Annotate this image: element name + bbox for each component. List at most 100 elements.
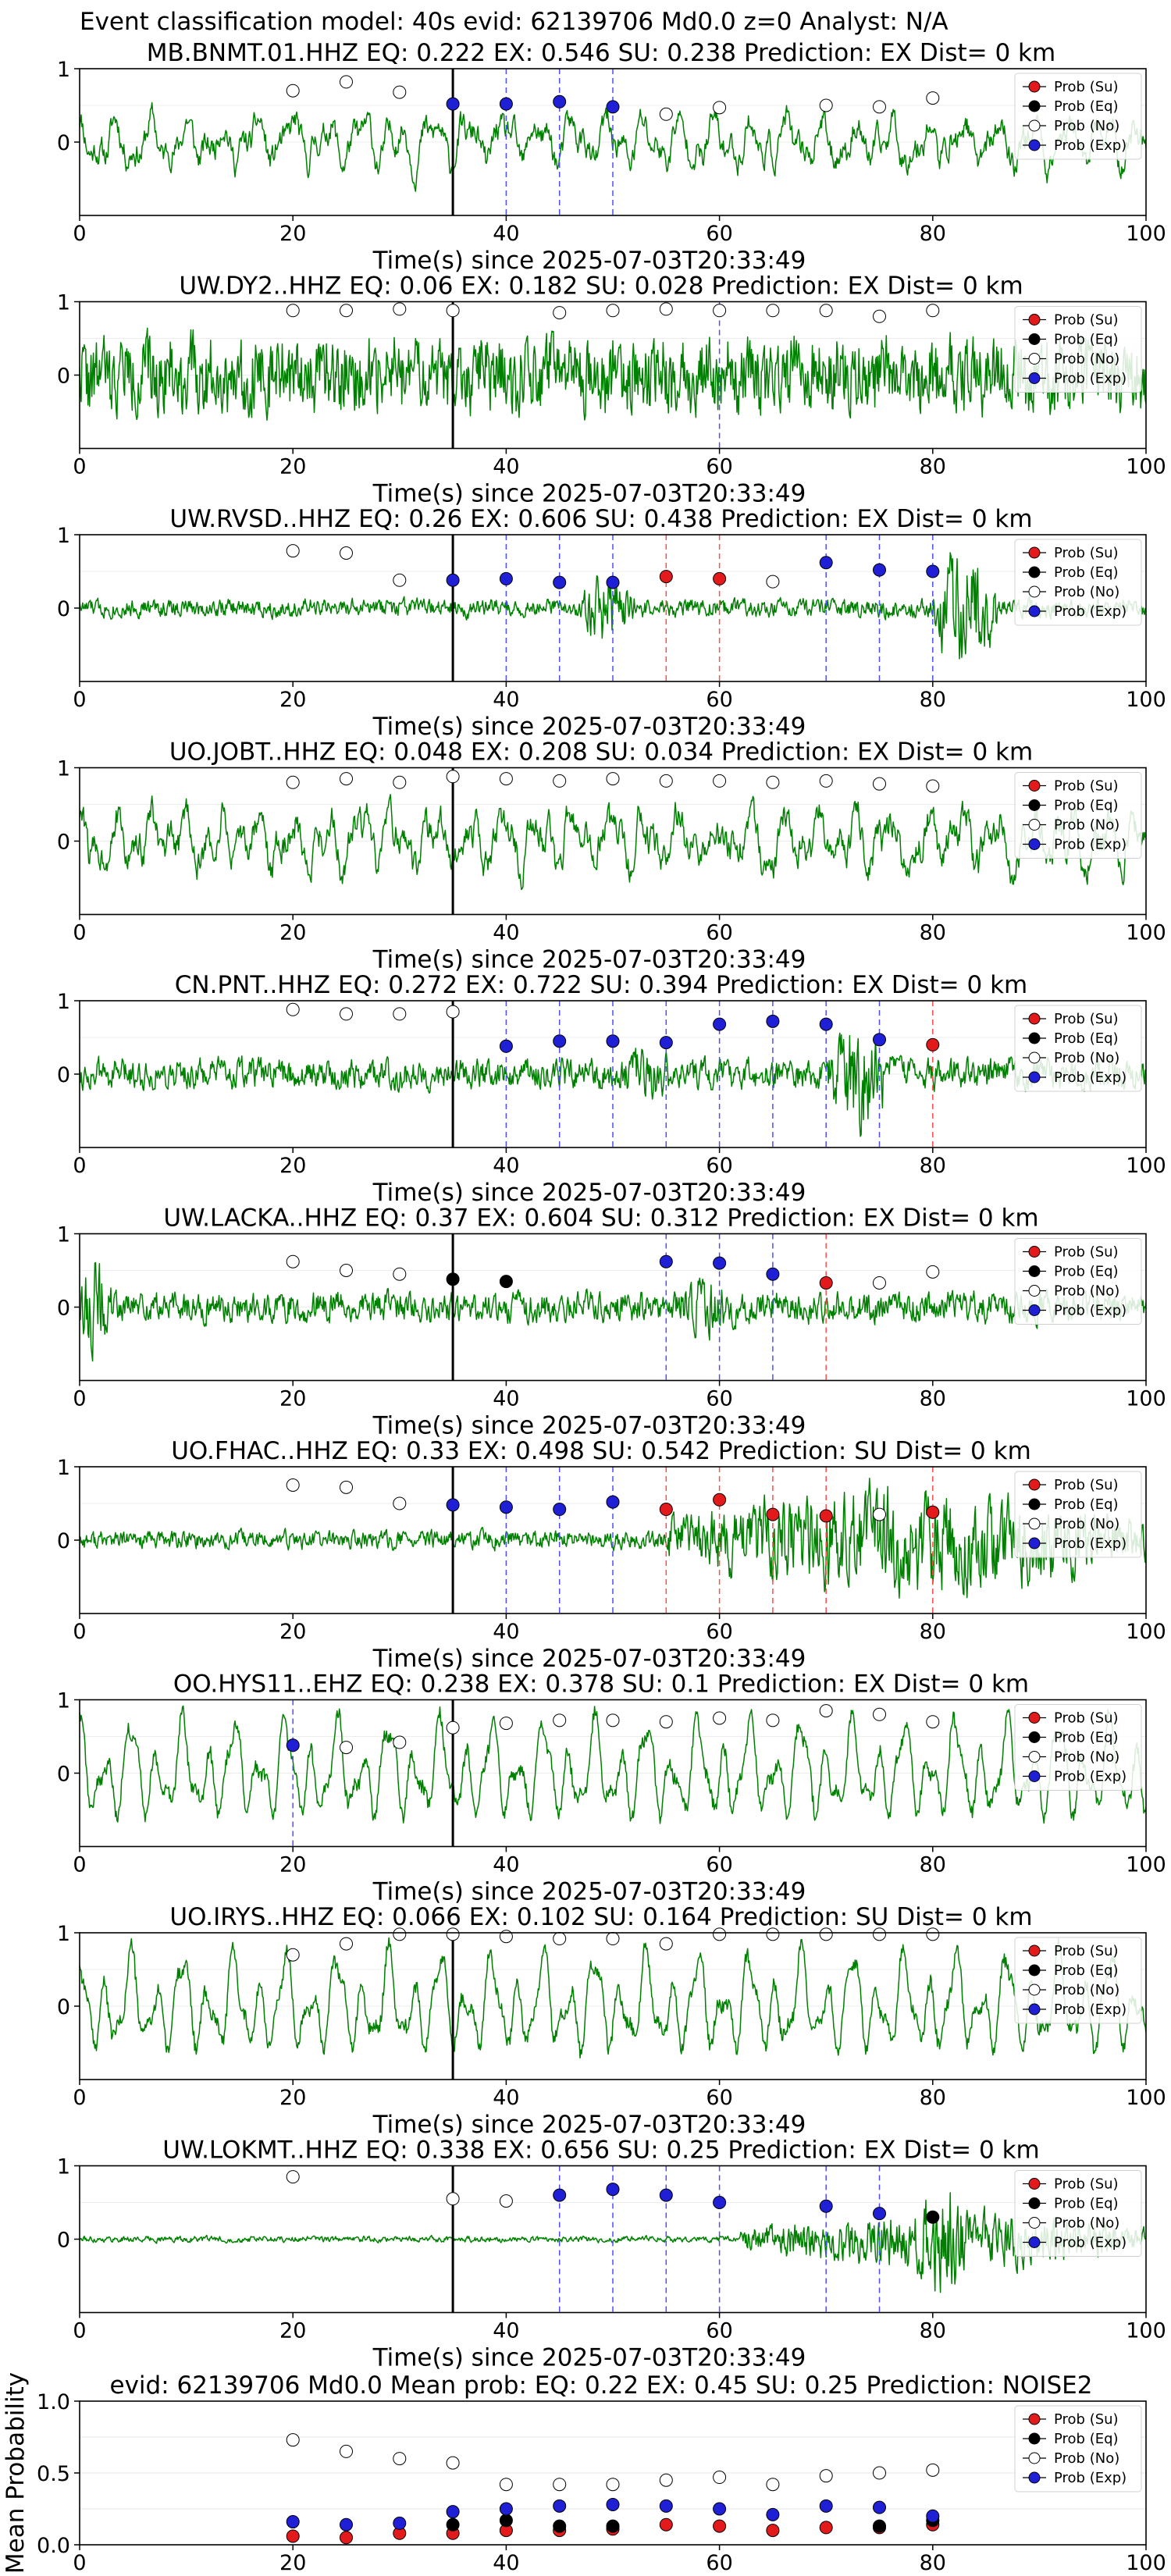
legend: Prob (Su) Prob (Eq) Prob (No) Prob (Exp) bbox=[1014, 306, 1142, 393]
prob-point-exp bbox=[286, 2515, 300, 2529]
y-tick-label: 1 bbox=[57, 1223, 70, 1247]
prob-point-exp bbox=[446, 97, 460, 111]
prob-point-no bbox=[499, 2194, 513, 2208]
legend-box bbox=[1014, 772, 1142, 859]
prob-point-exp bbox=[926, 2509, 940, 2523]
subplot-title: UW.DY2..HHZ EQ: 0.06 EX: 0.182 SU: 0.028… bbox=[179, 272, 1023, 301]
plot-area bbox=[80, 1001, 1146, 1147]
legend: Prob (Su) Prob (Eq) Prob (No) Prob (Exp) bbox=[1014, 1471, 1142, 1558]
prob-point-exp bbox=[446, 573, 460, 587]
x-tick-label: 20 bbox=[279, 1154, 306, 1178]
x-tick-label: 100 bbox=[1126, 455, 1166, 479]
x-tick-label: 80 bbox=[920, 1853, 946, 1877]
legend-box bbox=[1014, 306, 1142, 393]
waveform-line bbox=[80, 794, 1146, 891]
prob-point-no bbox=[659, 302, 673, 316]
x-tick-label: 0 bbox=[73, 921, 86, 945]
legend-label: Prob (Exp) bbox=[1054, 837, 1127, 853]
prob-point-exp bbox=[606, 2183, 620, 2197]
legend-label: Prob (Exp) bbox=[1054, 1535, 1127, 1552]
plot-area bbox=[80, 535, 1146, 681]
legend-marker-eq bbox=[1028, 333, 1041, 345]
x-tick-label: 40 bbox=[493, 222, 519, 246]
subplot-6: UW.LACKA..HHZ EQ: 0.37 EX: 0.604 SU: 0.3… bbox=[57, 1204, 1166, 1440]
legend-marker-exp bbox=[1028, 838, 1041, 850]
plot-area bbox=[80, 1933, 1146, 2080]
prob-point-no bbox=[499, 1930, 513, 1944]
prob-point-no bbox=[340, 546, 353, 560]
legend-label: Prob (Eq) bbox=[1054, 2196, 1119, 2212]
x-tick-label: 80 bbox=[920, 222, 946, 246]
prob-point-no bbox=[873, 1927, 886, 1941]
y-tick-label: 0 bbox=[57, 365, 70, 389]
legend-marker-no bbox=[1028, 1751, 1041, 1763]
x-tick-label: 0 bbox=[73, 2551, 86, 2575]
legend-marker-eq bbox=[1028, 2432, 1041, 2445]
prob-point-no bbox=[446, 1005, 460, 1019]
legend: Prob (Su) Prob (Eq) Prob (No) Prob (Exp) bbox=[1014, 772, 1142, 859]
legend-box bbox=[1014, 539, 1142, 626]
legend: Prob (Su) Prob (Eq) Prob (No) Prob (Exp) bbox=[1014, 2170, 1142, 2257]
legend: Prob (Su) Prob (Eq) Prob (No) Prob (Exp) bbox=[1014, 539, 1142, 626]
prob-point-exp bbox=[926, 564, 940, 578]
prob-point-exp bbox=[553, 2188, 567, 2202]
prob-point-no bbox=[873, 2466, 886, 2480]
x-tick-label: 80 bbox=[920, 2086, 946, 2110]
prob-point-exp bbox=[659, 1254, 673, 1268]
prob-point-no bbox=[606, 1932, 620, 1946]
legend-label: Prob (Su) bbox=[1054, 545, 1119, 561]
x-axis-label: Time(s) since 2025-07-03T20:33:49 bbox=[372, 946, 806, 974]
legend-label: Prob (Eq) bbox=[1054, 332, 1119, 348]
legend-label: Prob (Su) bbox=[1054, 2176, 1119, 2193]
prob-point-eq bbox=[499, 1275, 513, 1289]
y-tick-label: 0 bbox=[57, 2229, 70, 2253]
x-tick-label: 80 bbox=[920, 921, 946, 945]
prob-point-no bbox=[340, 1937, 353, 1951]
legend: Prob (Su) Prob (Eq) Prob (No) Prob (Exp) bbox=[1014, 2405, 1142, 2492]
y-tick-label: 0 bbox=[57, 1763, 70, 1787]
prob-point-no bbox=[340, 304, 353, 318]
prob-point-no bbox=[446, 1720, 460, 1735]
prob-point-su bbox=[819, 1509, 833, 1523]
prob-point-no bbox=[286, 1254, 300, 1268]
legend-label: Prob (Su) bbox=[1054, 1244, 1119, 1261]
prob-point-no bbox=[819, 304, 833, 318]
legend-box bbox=[1014, 1471, 1142, 1558]
x-tick-label: 60 bbox=[706, 921, 732, 945]
subplot-title: UW.LOKMT..HHZ EQ: 0.338 EX: 0.656 SU: 0.… bbox=[162, 2137, 1039, 2165]
x-axis-label: Time(s) since 2025-07-03T20:33:49 bbox=[372, 2111, 806, 2139]
prob-point-exp bbox=[553, 1503, 567, 1517]
prob-point-no bbox=[926, 1927, 940, 1941]
prob-point-no bbox=[340, 1741, 353, 1755]
prob-point-exp bbox=[606, 2497, 620, 2511]
waveform-line bbox=[80, 101, 1146, 192]
x-tick-label: 40 bbox=[493, 2551, 519, 2575]
plot-area bbox=[80, 767, 1146, 915]
prob-point-exp bbox=[499, 1039, 513, 1053]
x-axis-label: Time(s) since 2025-07-03T20:33:49 bbox=[372, 713, 806, 741]
legend-label: Prob (Su) bbox=[1054, 2411, 1119, 2428]
legend-box bbox=[1014, 1704, 1142, 1791]
legend-label: Prob (No) bbox=[1054, 1982, 1119, 1998]
prob-point-no bbox=[766, 304, 780, 318]
x-tick-label: 100 bbox=[1126, 1154, 1166, 1178]
prob-point-exp bbox=[713, 2502, 727, 2516]
prob-point-no bbox=[393, 1927, 407, 1941]
subplot-title: UO.IRYS..HHZ EQ: 0.066 EX: 0.102 SU: 0.1… bbox=[169, 1903, 1032, 1931]
x-tick-label: 0 bbox=[73, 222, 86, 246]
prob-point-no bbox=[766, 1713, 780, 1727]
legend-box bbox=[1014, 73, 1142, 160]
x-tick-label: 80 bbox=[920, 1387, 946, 1411]
prob-point-exp bbox=[659, 1036, 673, 1050]
prob-point-exp bbox=[873, 2500, 886, 2514]
prob-point-no bbox=[393, 85, 407, 99]
x-tick-label: 60 bbox=[706, 1154, 732, 1178]
prob-point-su bbox=[766, 2524, 780, 2538]
legend-marker-exp bbox=[1028, 372, 1041, 384]
legend-marker-no bbox=[1028, 2217, 1041, 2229]
prob-point-su bbox=[659, 570, 673, 584]
subplot-title: UO.JOBT..HHZ EQ: 0.048 EX: 0.208 SU: 0.0… bbox=[169, 738, 1033, 767]
y-tick-label: 1 bbox=[57, 2155, 70, 2179]
legend-marker-su bbox=[1028, 1012, 1041, 1025]
